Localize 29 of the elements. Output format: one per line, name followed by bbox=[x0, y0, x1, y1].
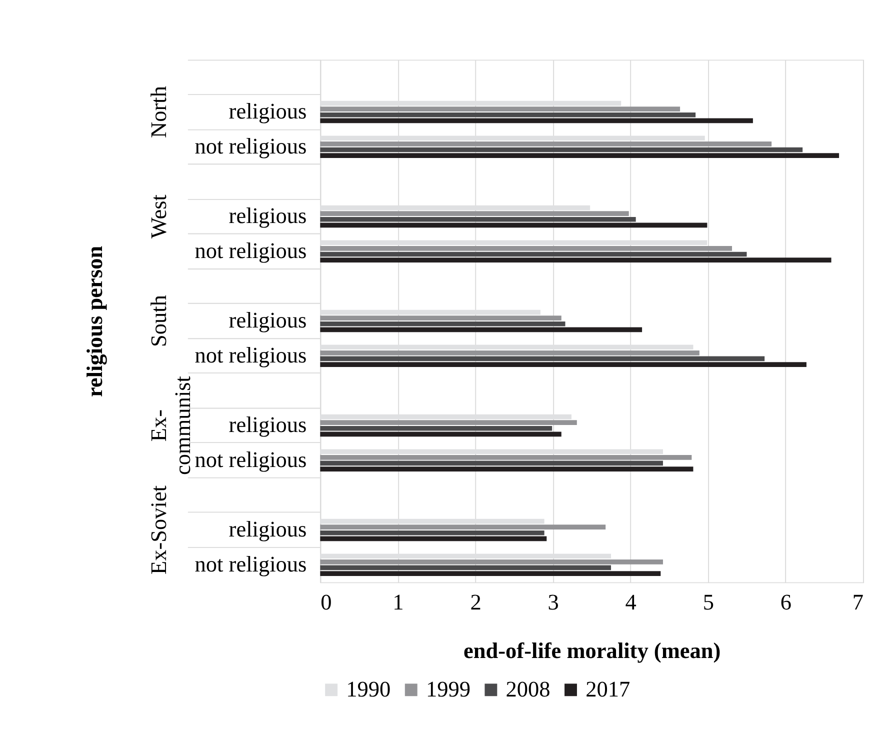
y-tick-label: not religious bbox=[194, 551, 307, 576]
x-tick-label: 4 bbox=[625, 590, 636, 615]
y-tick-label: religious bbox=[228, 98, 307, 124]
x-tick-label: 2 bbox=[470, 590, 482, 615]
text: North bbox=[146, 86, 172, 138]
text: Ex-Soviet bbox=[146, 484, 172, 575]
y-tick-label: religious bbox=[228, 307, 307, 332]
legend-label: 1999 bbox=[426, 676, 471, 702]
x-tick-label: 6 bbox=[780, 590, 792, 615]
text: South bbox=[146, 295, 172, 347]
y-axis-title: religious person bbox=[82, 245, 108, 398]
y-tick-label: religious bbox=[228, 412, 307, 437]
y-tick-label: religious bbox=[228, 202, 307, 228]
legend-label: 2017 bbox=[586, 676, 630, 702]
legend-label: 1990 bbox=[346, 676, 391, 702]
text: West bbox=[146, 194, 172, 238]
y-tick-label: not religious bbox=[194, 238, 307, 263]
text: Ex- communist bbox=[146, 375, 196, 475]
y-tick-label: not religious bbox=[194, 133, 307, 158]
x-tick-label: 7 bbox=[852, 590, 864, 615]
x-tick-label: 1 bbox=[392, 590, 404, 615]
y-tick-label: not religious bbox=[194, 342, 307, 368]
y-tick-label: not religious bbox=[194, 446, 307, 472]
legend-label: 2008 bbox=[506, 676, 550, 702]
y-tick-label: religious bbox=[228, 516, 307, 542]
x-tick-label: 0 bbox=[320, 590, 332, 615]
x-axis-title: end-of-life morality (mean) bbox=[463, 638, 721, 663]
x-tick-label: 3 bbox=[548, 590, 559, 615]
x-tick-label: 5 bbox=[702, 590, 714, 615]
